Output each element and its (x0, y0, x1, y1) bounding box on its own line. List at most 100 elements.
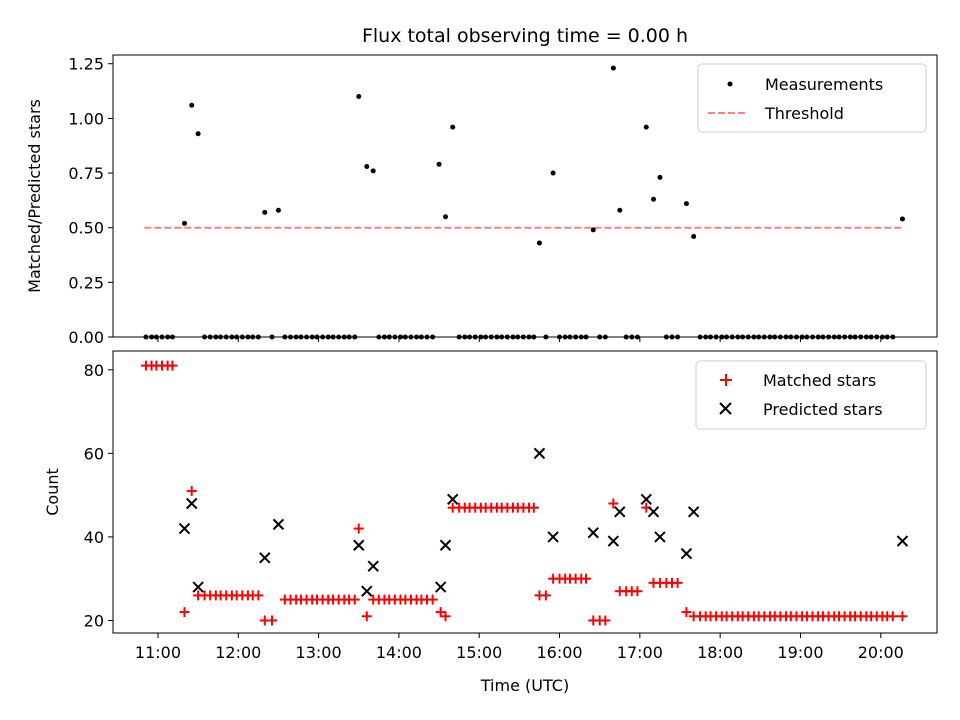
top-y-axis-label: Matched/Predicted stars (25, 99, 44, 293)
predicted-star-point (687, 506, 700, 518)
matched-star-point (600, 615, 611, 626)
bottom-y-ticks: 20 40 60 80 (84, 361, 113, 630)
predicted-star-point (680, 547, 693, 560)
measurement-point (189, 102, 195, 108)
matched-star-point (353, 523, 364, 534)
measurement-point (370, 168, 376, 174)
measurement-point (590, 227, 596, 233)
predicted-star-point (185, 497, 198, 510)
matched-star-point (349, 594, 360, 605)
top-y-tick-label: 1.25 (68, 55, 104, 74)
measurement-point (610, 65, 616, 71)
x-tick-label: 11:00 (135, 643, 181, 662)
measurement-point (691, 233, 697, 239)
matched-star-point (528, 502, 539, 513)
x-tick-label: 20:00 (858, 643, 904, 662)
predicted-star-point (367, 560, 379, 572)
predicted-stars-series (178, 447, 909, 597)
matched-star-point (427, 594, 438, 605)
matched-star-point (681, 607, 692, 618)
top-y-tick-label: 0.00 (68, 328, 104, 347)
matched-star-point (440, 611, 451, 622)
matched-star-point (672, 577, 683, 588)
matched-star-point (540, 590, 551, 601)
measurement-point (657, 174, 663, 180)
predicted-star-point (439, 539, 452, 551)
legend-threshold-label: Threshold (764, 104, 844, 123)
x-tick-label: 14:00 (376, 643, 422, 662)
predicted-star-point (259, 552, 271, 564)
predicted-star-point (607, 535, 620, 547)
predicted-star-point (614, 506, 626, 518)
matched-star-point (632, 586, 643, 597)
legend-predicted-marker (719, 402, 732, 415)
measurement-point (450, 124, 456, 130)
measurement-point (356, 94, 362, 100)
bottom-y-tick-label: 60 (84, 444, 104, 463)
top-panel: 0.00 0.25 0.50 0.75 1.00 1.25 Matched/Predict… (25, 54, 938, 347)
measurement-point (617, 207, 623, 213)
x-tick-label: 19:00 (777, 643, 823, 662)
x-tick-label: 12:00 (215, 643, 261, 662)
predicted-star-point (353, 539, 365, 551)
x-tick-label: 13:00 (296, 643, 342, 662)
matched-star-point (361, 611, 372, 622)
predicted-star-point (434, 581, 447, 593)
measurement-point (195, 131, 201, 137)
matched-star-point (267, 615, 278, 626)
measurement-point (181, 220, 187, 226)
top-y-tick-label: 0.75 (68, 164, 104, 183)
bottom-legend: Matched stars Predicted stars (695, 360, 927, 430)
bottom-y-tick-label: 20 (84, 611, 104, 630)
top-y-tick-label: 0.25 (68, 273, 104, 292)
measurement-point (364, 163, 370, 169)
legend-matched-marker (720, 374, 732, 386)
matched-star-point (186, 485, 197, 496)
measurement-point (436, 161, 442, 167)
legend-matched-label: Matched stars (763, 371, 876, 390)
predicted-star-point (896, 535, 909, 547)
matched-star-point (897, 611, 908, 622)
predicted-star-point (647, 506, 660, 518)
predicted-star-point (533, 447, 546, 460)
predicted-star-point (178, 522, 191, 535)
top-y-tick-label: 1.00 (68, 109, 104, 128)
top-axes-frame (112, 54, 938, 338)
matched-star-point (887, 611, 898, 622)
predicted-star-point (447, 493, 459, 506)
top-y-tick-label: 0.50 (68, 219, 104, 238)
measurement-point (899, 216, 905, 222)
bottom-y-tick-label: 80 (84, 361, 104, 380)
measurement-point (262, 209, 268, 215)
legend-measurements-marker (727, 81, 733, 87)
matched-stars-series (140, 360, 908, 626)
predicted-star-point (361, 585, 373, 597)
x-tick-label: 18:00 (697, 643, 743, 662)
measurement-point (650, 196, 656, 202)
measurement-point (275, 207, 281, 213)
matched-star-point (253, 590, 264, 601)
x-tick-label: 17:00 (617, 643, 663, 662)
matched-star-point (167, 360, 178, 371)
predicted-star-point (547, 531, 559, 543)
top-legend-box (697, 63, 927, 133)
legend-predicted-label: Predicted stars (763, 400, 883, 419)
predicted-star-point (192, 581, 204, 593)
measurement-point (550, 170, 556, 176)
measurement-point (442, 214, 448, 220)
measurement-point (643, 124, 649, 130)
predicted-star-point (272, 518, 285, 531)
x-axis-label: Time (UTC) (480, 676, 569, 695)
bottom-y-tick-label: 40 (84, 528, 104, 547)
top-y-ticks: 0.00 0.25 0.50 0.75 1.00 1.25 (68, 55, 113, 347)
chart-title: Flux total observing time = 0.00 h (362, 25, 688, 47)
legend-measurements-label: Measurements (765, 75, 883, 94)
measurement-point (536, 240, 542, 246)
matched-star-point (581, 573, 592, 584)
predicted-star-point (640, 493, 652, 506)
matched-star-point (608, 498, 619, 509)
measurement-point (683, 201, 689, 207)
bottom-legend-box (695, 360, 927, 430)
